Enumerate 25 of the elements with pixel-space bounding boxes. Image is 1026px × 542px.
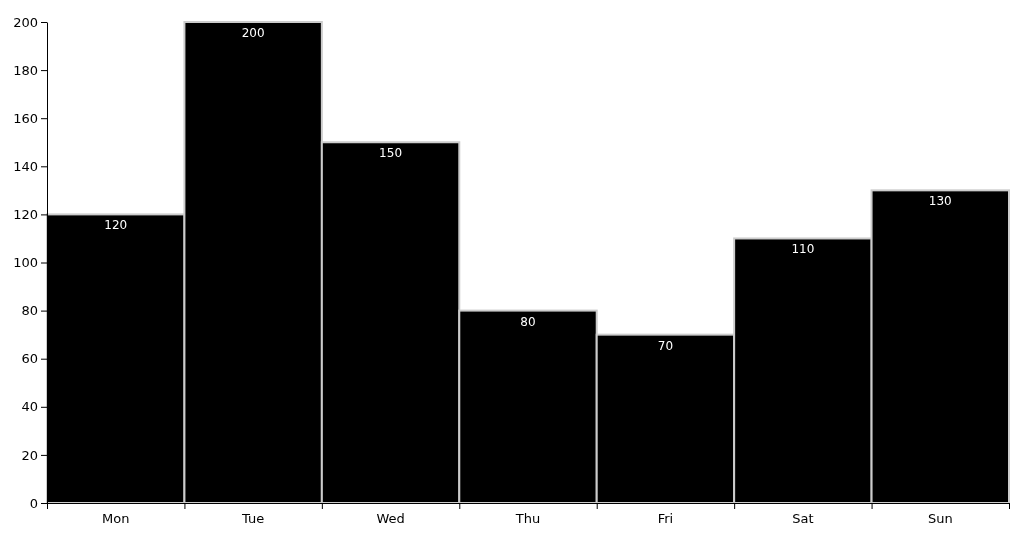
data-label: 80 bbox=[520, 314, 536, 329]
y-tick-label: 60 bbox=[21, 351, 38, 367]
y-tick-label: 100 bbox=[13, 255, 38, 271]
y-tick-label: 80 bbox=[21, 303, 38, 319]
data-label: 200 bbox=[241, 26, 265, 40]
x-tick-label: Sun bbox=[927, 511, 953, 527]
x-tick-label: Sat bbox=[792, 511, 814, 527]
y-tick-label: 140 bbox=[13, 158, 38, 174]
data-label: 130 bbox=[928, 194, 952, 209]
y-tick-label: 200 bbox=[13, 14, 38, 30]
data-label: 120 bbox=[104, 218, 128, 233]
x-tick-label: Wed bbox=[376, 511, 405, 527]
x-tick-label: Mon bbox=[102, 511, 130, 527]
x-tick-label: Thu bbox=[514, 511, 541, 527]
y-tick-label: 120 bbox=[13, 207, 38, 223]
y-tick-label: 20 bbox=[21, 447, 38, 463]
data-label: 150 bbox=[379, 146, 403, 161]
y-tick-label: 180 bbox=[13, 62, 38, 78]
x-tick-label: Fri bbox=[657, 511, 674, 527]
x-tick-label: Tue bbox=[241, 511, 265, 527]
y-tick-label: 40 bbox=[21, 399, 38, 415]
data-label: 70 bbox=[657, 338, 674, 353]
y-tick-label: 0 bbox=[29, 495, 38, 511]
data-label: 110 bbox=[791, 242, 815, 257]
y-tick-label: 160 bbox=[13, 110, 38, 126]
